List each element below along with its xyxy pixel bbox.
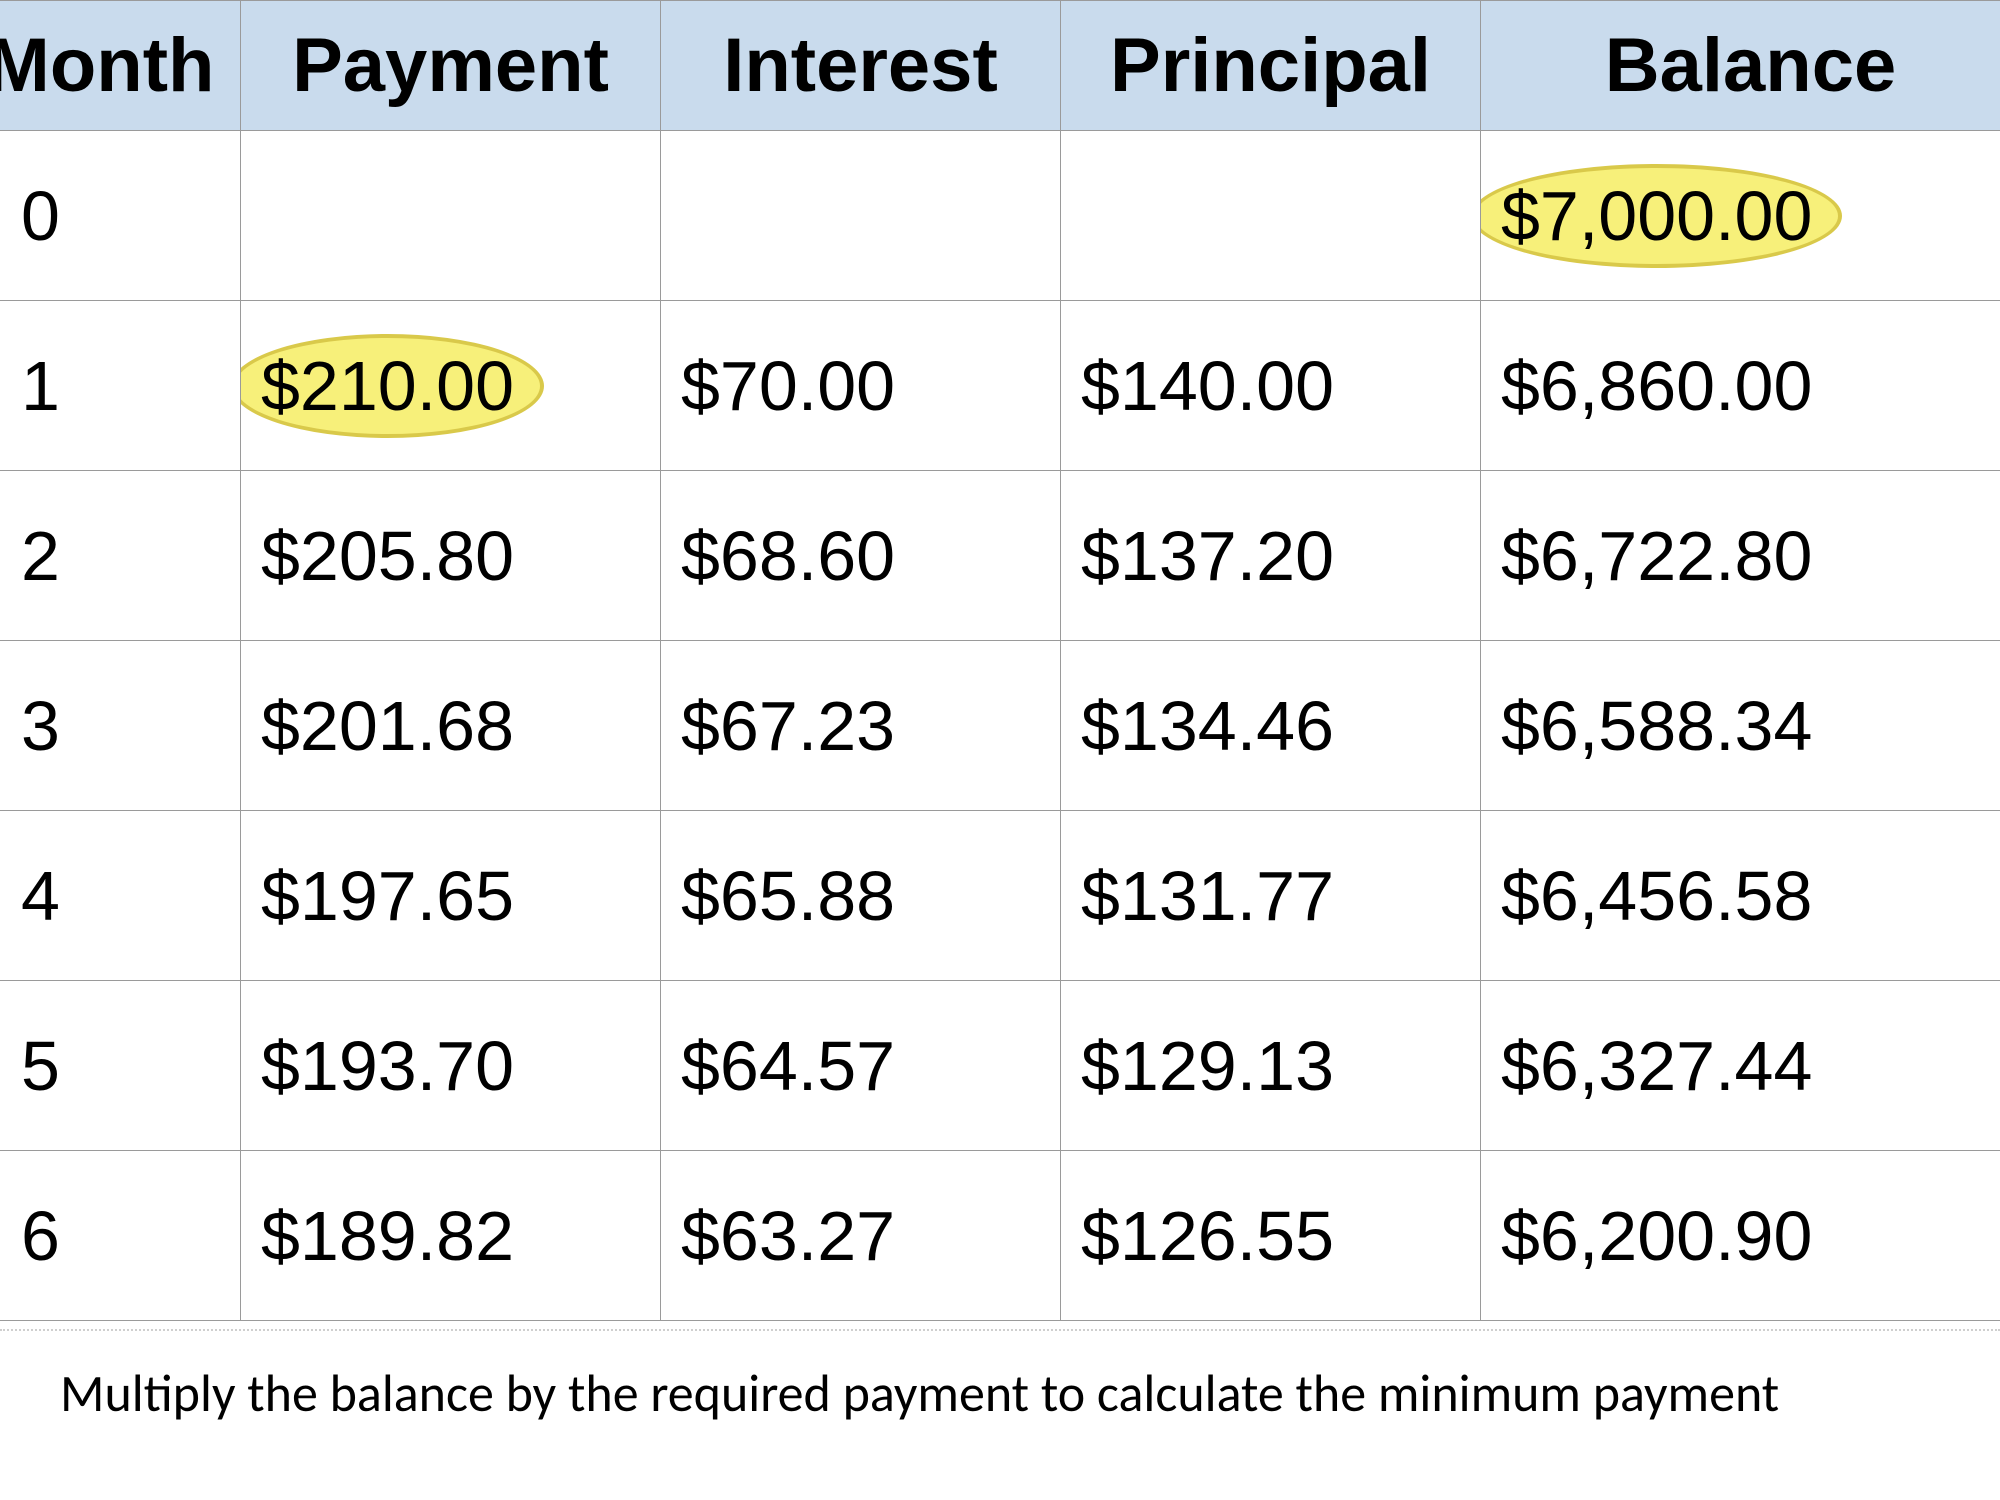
cell-month: 1 xyxy=(0,301,241,471)
table-row: 4$197.65$65.88$131.77$6,456.58 xyxy=(0,811,2000,981)
table-row: 2$205.80$68.60$137.20$6,722.80 xyxy=(0,471,2000,641)
cell-balance: $6,588.34 xyxy=(1481,641,2000,811)
highlight-ellipse: $210.00 xyxy=(261,346,514,426)
col-header-month: Month xyxy=(0,1,241,131)
cell-month: 2 xyxy=(0,471,241,641)
cell-interest xyxy=(661,131,1061,301)
table-body: 0 $7,000.00 1$210.00 $70.00$140.00$6,860.00… xyxy=(0,131,2000,1321)
cell-payment: $205.80 xyxy=(241,471,661,641)
cell-balance: $6,722.80 xyxy=(1481,471,2000,641)
cell-interest: $68.60 xyxy=(661,471,1061,641)
cell-principal: $137.20 xyxy=(1061,471,1481,641)
cell-payment: $201.68 xyxy=(241,641,661,811)
highlight-ellipse: $7,000.00 xyxy=(1501,176,1812,256)
table-row: 5$193.70$64.57$129.13$6,327.44 xyxy=(0,981,2000,1151)
col-header-principal: Principal xyxy=(1061,1,1481,131)
col-header-payment: Payment xyxy=(241,1,661,131)
col-header-interest: Interest xyxy=(661,1,1061,131)
cell-balance: $6,327.44 xyxy=(1481,981,2000,1151)
cell-month: 0 xyxy=(0,131,241,301)
cell-payment: $193.70 xyxy=(241,981,661,1151)
table-row: 3$201.68$67.23$134.46$6,588.34 xyxy=(0,641,2000,811)
cell-interest: $70.00 xyxy=(661,301,1061,471)
cell-principal: $134.46 xyxy=(1061,641,1481,811)
cell-month: 5 xyxy=(0,981,241,1151)
cell-balance: $7,000.00 xyxy=(1481,131,2000,301)
cell-payment: $197.65 xyxy=(241,811,661,981)
cell-month: 4 xyxy=(0,811,241,981)
cell-principal: $129.13 xyxy=(1061,981,1481,1151)
cell-interest: $67.23 xyxy=(661,641,1061,811)
amortization-table: Month Payment Interest Principal Balance… xyxy=(0,0,2000,1321)
cell-principal: $140.00 xyxy=(1061,301,1481,471)
cell-payment: $189.82 xyxy=(241,1151,661,1321)
cell-payment: $210.00 xyxy=(241,301,661,471)
cell-interest: $65.88 xyxy=(661,811,1061,981)
cell-payment xyxy=(241,131,661,301)
cell-balance: $6,200.90 xyxy=(1481,1151,2000,1321)
table-row: 1$210.00 $70.00$140.00$6,860.00 xyxy=(0,301,2000,471)
cell-month: 6 xyxy=(0,1151,241,1321)
table-row: 0 $7,000.00 xyxy=(0,131,2000,301)
cell-principal: $131.77 xyxy=(1061,811,1481,981)
cell-principal: $126.55 xyxy=(1061,1151,1481,1321)
cell-principal xyxy=(1061,131,1481,301)
cell-month: 3 xyxy=(0,641,241,811)
caption-text: Multiply the balance by the required pay… xyxy=(0,1331,2000,1425)
cell-interest: $64.57 xyxy=(661,981,1061,1151)
spreadsheet-view: Month Payment Interest Principal Balance… xyxy=(0,0,2000,1500)
col-header-balance: Balance xyxy=(1481,1,2000,131)
table-header-row: Month Payment Interest Principal Balance xyxy=(0,1,2000,131)
table-row: 6$189.82$63.27$126.55$6,200.90 xyxy=(0,1151,2000,1321)
cell-balance: $6,860.00 xyxy=(1481,301,2000,471)
cell-interest: $63.27 xyxy=(661,1151,1061,1321)
cell-balance: $6,456.58 xyxy=(1481,811,2000,981)
